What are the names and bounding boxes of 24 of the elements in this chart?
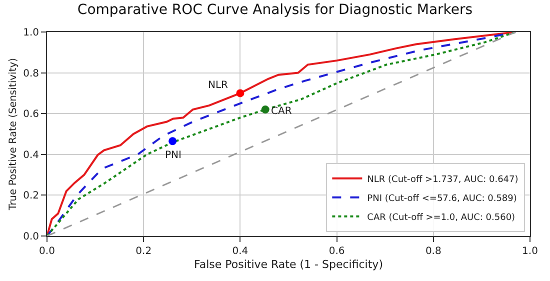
- y-tick-label: 0.6: [23, 109, 39, 120]
- x-tick-label: 0.0: [39, 246, 55, 257]
- legend-label: CAR (Cut-off >=1.0, AUC: 0.560): [367, 212, 516, 223]
- chart-title: Comparative ROC Curve Analysis for Diagnostic Markers: [77, 2, 473, 18]
- y-tick-label: 0.0: [23, 232, 39, 242]
- x-tick-label: 1.0: [522, 246, 538, 257]
- annotation: PNI: [165, 150, 182, 161]
- annotation: NLR: [208, 80, 228, 91]
- point: [236, 89, 244, 98]
- y-tick-label: 1.0: [23, 28, 39, 38]
- y-tick-label: 0.2: [23, 190, 39, 202]
- x-tick-label: 0.2: [136, 246, 152, 257]
- annotation: CAR: [271, 106, 292, 117]
- legend-label: NLR (Cut-off >1.737, AUC: 0.647): [367, 174, 518, 185]
- y-tick-label: 0.4: [23, 150, 39, 161]
- point: [261, 106, 270, 114]
- point: [168, 137, 177, 146]
- x-tick-label: 0.4: [232, 246, 248, 257]
- y-tick-label: 0.8: [23, 68, 39, 80]
- legend-label: PNI (Cut-off <=57.6, AUC: 0.589): [367, 194, 517, 204]
- x-tick-label: 0.8: [425, 246, 442, 257]
- x-tick-label: 0.6: [328, 246, 345, 257]
- x-axis-title: False Positive Rate (1 - Specificity): [194, 258, 383, 272]
- y-axis-title: True Positive Rate (Sensitivity): [8, 58, 20, 212]
